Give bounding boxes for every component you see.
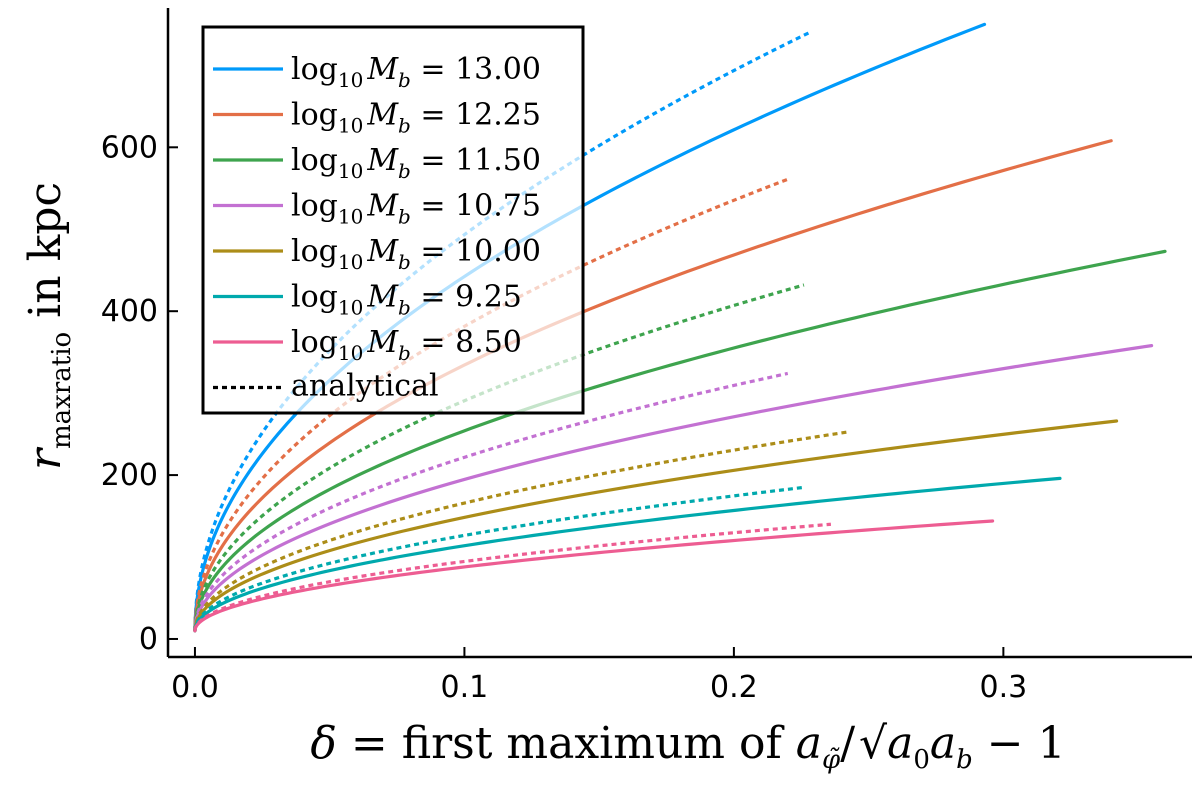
x-tick-label-2: 0.2	[710, 670, 758, 705]
y-tick-label-0: 0	[139, 622, 158, 657]
legend-entry-0: log10 Mb = 13.00	[291, 52, 541, 92]
x-label-slash: /	[840, 718, 855, 769]
x-label-text: = first maximum of	[337, 718, 796, 769]
axes-layer: 0.0 0.1 0.2 0.3 0 200 400 600	[101, 8, 1192, 705]
y-tick-label-2: 400	[101, 294, 158, 329]
x-tick-label-0: 0.0	[171, 670, 219, 705]
x-label-a: a	[796, 718, 822, 769]
y-label-r: r	[20, 446, 71, 470]
series-line-2	[193, 249, 1167, 633]
x-label-radicand-ab: a	[930, 718, 956, 769]
analytical-line-4	[193, 430, 851, 631]
legend-entry-5: log10 Mb = 9.25	[291, 280, 522, 320]
legend: log10 Mb = 13.00 log10 Mb = 12.25 log10 Mb = …	[201, 25, 585, 415]
x-label-radicand-a0: a	[887, 718, 913, 769]
legend-entry-4: log10 Mb = 10.00	[291, 234, 541, 274]
legend-entry-2: log10 Mb = 11.50	[291, 143, 541, 183]
x-label-radicand-sub0: 0	[913, 745, 930, 775]
x-tick-label-1: 0.1	[441, 670, 489, 705]
y-tick-label-3: 600	[101, 130, 158, 165]
axis-labels: δ = first maximum of aφ̃/√a0ab − 1 rmaxr…	[20, 182, 1066, 775]
x-label-sqrt-sign: √	[859, 718, 888, 769]
series-line-5	[193, 476, 1062, 633]
analytical-line-6	[193, 522, 832, 631]
y-tick-label-1: 200	[101, 458, 158, 493]
legend-entry-analytical: analytical	[291, 369, 439, 404]
y-label-sub: maxratio	[47, 332, 77, 449]
y-axis-label: rmaxratio in kpc	[20, 182, 77, 470]
series-line-3	[193, 344, 1154, 633]
x-label-a-sub: φ̃	[822, 745, 841, 775]
analytical-line-3	[193, 371, 789, 631]
x-axis-label: δ = first maximum of aφ̃/√a0ab − 1	[310, 718, 1065, 775]
legend-entry-3: log10 Mb = 10.75	[291, 189, 541, 229]
series-line-4	[193, 419, 1119, 633]
analytical-line-5	[193, 485, 805, 631]
analytical-line-2	[193, 283, 805, 631]
legend-entry-1: log10 Mb = 12.25	[291, 98, 541, 138]
x-tick-label-3: 0.3	[980, 670, 1028, 705]
legend-entry-6: log10 Mb = 8.50	[291, 325, 522, 365]
x-label-radicand-subb: b	[956, 745, 973, 775]
y-label-rest: in kpc	[20, 182, 71, 332]
legend-box	[201, 25, 585, 415]
series-line-6	[193, 519, 995, 633]
x-label-delta: δ	[310, 718, 337, 769]
x-label-tail: − 1	[973, 718, 1066, 769]
